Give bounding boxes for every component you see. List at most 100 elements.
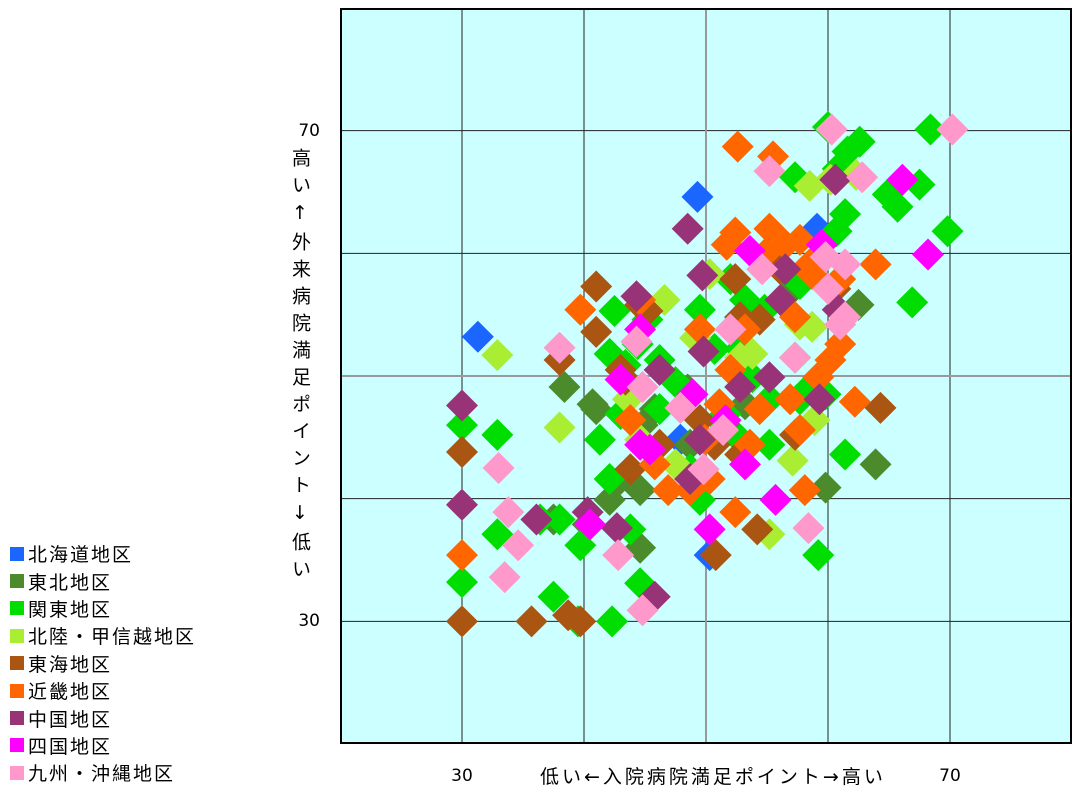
- data-point-kinki: [783, 223, 816, 256]
- data-point-kinki: [788, 474, 821, 507]
- legend-item-shikoku: 四国地区: [10, 732, 330, 759]
- data-point-kanto: [446, 409, 478, 442]
- legend-swatch: [10, 628, 24, 643]
- data-point-kyushu-okinawa: [829, 248, 862, 281]
- data-point-kyushu-okinawa: [664, 391, 697, 424]
- data-point-kanto: [683, 293, 716, 326]
- data-point-chugoku: [683, 423, 716, 456]
- data-point-kyushu-okinawa: [620, 325, 653, 358]
- legend-item-kinki: 近畿地区: [10, 677, 330, 704]
- data-point-kyushu-okinawa: [746, 253, 779, 286]
- data-point-kinki: [683, 313, 716, 346]
- data-point-kanto: [537, 580, 570, 613]
- data-point-tohoku: [580, 393, 613, 426]
- data-point-kinki: [564, 293, 597, 326]
- legend-item-kanto: 関東地区: [10, 595, 330, 622]
- data-point-tohoku: [548, 371, 581, 404]
- data-point-kanto: [481, 418, 514, 451]
- data-point-tokai: [741, 513, 774, 546]
- legend-label: 北海道地区: [28, 544, 134, 567]
- data-point-kanto: [753, 428, 786, 461]
- data-point-kyushu-okinawa: [502, 529, 535, 562]
- data-point-kanto: [802, 539, 835, 572]
- data-point-tokai: [446, 605, 478, 638]
- data-point-chugoku: [671, 212, 704, 245]
- legend-label: 東北地区: [28, 571, 113, 594]
- legend-item-hokkaido: 北海道地区: [10, 540, 330, 567]
- legend-label: 関東地区: [28, 598, 113, 621]
- data-point-tokai: [515, 605, 548, 638]
- x-axis-label: 低い←入院病院満足ポイント→高い: [540, 766, 886, 788]
- data-point-kinki: [446, 539, 478, 572]
- legend-item-kyushu-okinawa: 九州・沖縄地区: [10, 759, 330, 786]
- data-point-kyushu-okinawa: [809, 241, 842, 274]
- legend-label: 北陸・甲信越地区: [28, 626, 197, 649]
- data-point-kyushu-okinawa: [936, 113, 969, 146]
- data-point-chugoku: [446, 389, 478, 422]
- legend-label: 中国地区: [28, 708, 113, 731]
- data-point-chugoku: [819, 163, 852, 196]
- data-point-kyushu-okinawa: [492, 496, 525, 529]
- data-point-chugoku: [686, 259, 719, 292]
- data-point-kanto: [843, 125, 876, 158]
- data-point-kinki: [719, 496, 752, 529]
- data-point-kyushu-okinawa: [812, 272, 844, 305]
- legend-item-tokai: 東海地区: [10, 650, 330, 677]
- data-point-chugoku: [643, 353, 676, 386]
- data-point-tokai: [564, 605, 597, 638]
- data-point-hokkaido: [461, 320, 494, 353]
- data-point-chugoku: [724, 371, 757, 404]
- data-point-tokai: [719, 263, 752, 296]
- data-point-tokai: [552, 599, 585, 632]
- data-point-kinki: [743, 393, 776, 426]
- data-point-kinki: [757, 140, 790, 173]
- data-point-hokuriku-koshinetsu: [776, 444, 809, 477]
- data-point-kyushu-okinawa: [829, 301, 862, 334]
- data-point-kanto: [643, 393, 676, 426]
- legend-swatch: [10, 765, 24, 780]
- data-point-shikoku: [633, 433, 666, 466]
- data-point-chugoku: [620, 280, 653, 313]
- data-point-kyushu-okinawa: [488, 561, 521, 594]
- data-point-kyushu-okinawa: [626, 371, 659, 404]
- data-point-kinki: [721, 130, 754, 163]
- data-point-chugoku: [520, 503, 553, 536]
- y-axis-label: 高い↑外来病院満足ポイント↓低い: [289, 148, 311, 586]
- scatter-plot: [340, 8, 1072, 744]
- data-point-shikoku: [886, 163, 919, 196]
- data-point-tokai: [446, 436, 478, 469]
- data-point-kyushu-okinawa: [602, 539, 635, 572]
- data-point-shikoku: [693, 513, 726, 546]
- legend-label: 四国地区: [28, 735, 113, 758]
- data-point-kanto: [896, 286, 929, 319]
- data-point-chugoku: [446, 488, 478, 521]
- data-point-kanto: [829, 438, 862, 471]
- data-point-kinki: [783, 413, 816, 446]
- data-point-chugoku: [687, 335, 720, 368]
- legend-swatch: [10, 683, 24, 698]
- legend-swatch: [10, 601, 24, 616]
- data-point-kyushu-okinawa: [707, 413, 740, 446]
- legend-swatch: [10, 574, 24, 589]
- data-point-kinki: [710, 228, 743, 261]
- data-point-kinki: [838, 385, 871, 418]
- data-point-kinki: [714, 353, 747, 386]
- x-tick-label-70: 70: [939, 766, 961, 786]
- data-point-kanto: [914, 113, 947, 146]
- data-point-hokuriku-koshinetsu: [481, 339, 514, 372]
- data-point-kyushu-okinawa: [626, 594, 659, 627]
- data-point-tohoku: [859, 448, 892, 481]
- data-point-shikoku: [759, 483, 792, 516]
- legend-swatch: [10, 546, 24, 561]
- data-point-kinki: [652, 474, 685, 507]
- y-tick-label-70: 70: [298, 120, 320, 141]
- data-point-kanto: [596, 605, 629, 638]
- data-point-kinki: [774, 383, 807, 416]
- data-point-tokai: [580, 315, 613, 348]
- y-tick-label-30: 30: [298, 611, 320, 632]
- data-point-tohoku: [809, 471, 842, 504]
- plot-border: [340, 8, 1072, 744]
- data-point-hokuriku-koshinetsu: [543, 411, 576, 444]
- data-point-shikoku: [912, 238, 945, 271]
- data-point-shikoku: [574, 508, 607, 541]
